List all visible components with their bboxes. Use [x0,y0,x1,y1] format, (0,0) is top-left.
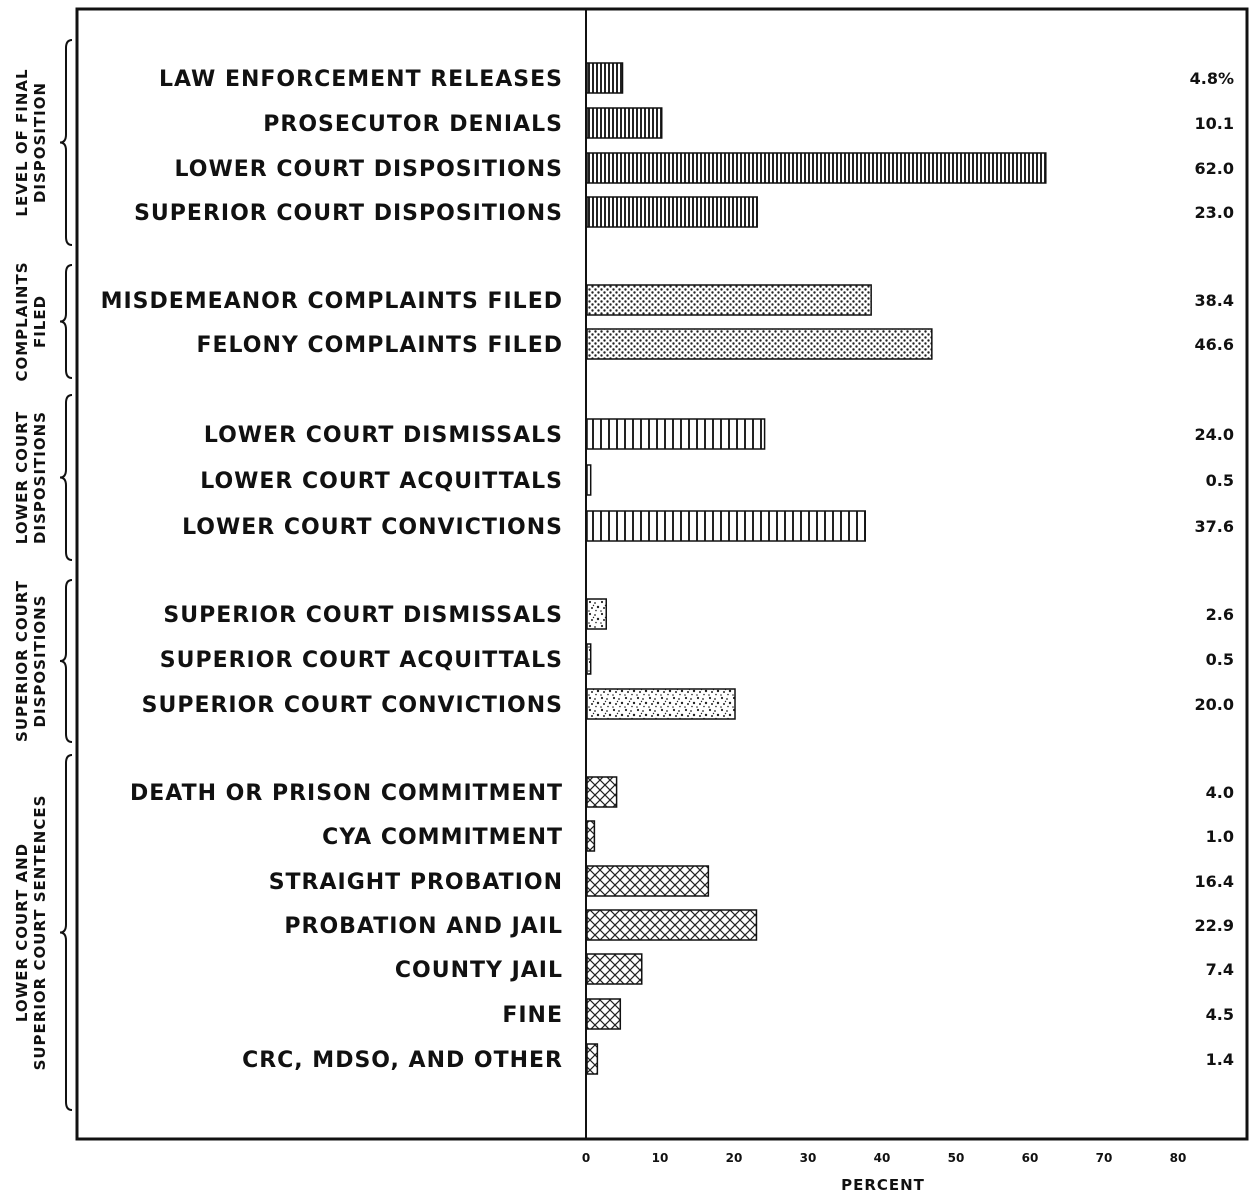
data-label: 1.0 [1206,827,1234,846]
category-label: SUPERIOR COURT ACQUITTALS [160,648,563,673]
bar [586,909,758,941]
bar [586,1043,599,1075]
bar [586,598,607,630]
data-label: 16.4 [1195,872,1234,891]
category-label: SUPERIOR COURT CONVICTIONS [142,693,563,718]
x-tick-label: 30 [800,1151,817,1165]
x-tick-label: 60 [1022,1151,1039,1165]
bar [586,776,618,808]
data-label: 7.4 [1206,960,1234,979]
bar [586,464,592,496]
x-tick-label: 20 [726,1151,743,1165]
bar [586,284,872,316]
category-label: LOWER COURT DISMISSALS [204,423,563,448]
category-label: LOWER COURT DISPOSITIONS [175,157,563,182]
data-label: 0.5 [1206,471,1234,490]
bars-layer [586,62,1047,1075]
bar [586,107,663,139]
bar [586,196,758,228]
bar [586,865,710,897]
category-label: SUPERIOR COURT DISMISSALS [163,603,563,628]
data-label: 46.6 [1195,335,1234,354]
category-label: PROBATION AND JAIL [284,914,563,939]
group-label: DISPOSITIONS [31,595,49,728]
category-label: COUNTY JAIL [395,958,563,983]
category-label: FELONY COMPLAINTS FILED [196,333,563,358]
group-label: FILED [31,295,49,348]
group-labels: LEVEL OF FINAL DISPOSITION COMPLAINTS FILED… [13,39,73,1111]
data-label: 37.6 [1195,517,1234,536]
data-label: 38.4 [1195,291,1234,310]
data-label: 22.9 [1195,916,1234,935]
data-label: 20.0 [1195,695,1234,714]
group-label: COMPLAINTS [13,261,31,381]
group-bracket [59,39,73,246]
x-tick-label: 40 [874,1151,891,1165]
category-label: LAW ENFORCEMENT RELEASES [159,67,563,92]
chart-frame [75,7,1249,1141]
data-label: 2.6 [1206,605,1234,624]
bar [586,998,622,1030]
category-labels: LAW ENFORCEMENT RELEASES PROSECUTOR DENIA… [101,67,563,1073]
x-tick-label: 50 [948,1151,965,1165]
x-tick-label: 70 [1096,1151,1113,1165]
bar [586,953,643,985]
group-label: LOWER COURT [13,411,31,544]
group-bracket [59,264,73,379]
group-label: SUPERIOR COURT SENTENCES [31,795,49,1071]
data-label: 23.0 [1195,203,1234,222]
group-label: LOWER COURT AND [13,843,31,1022]
bar [586,643,592,675]
group-label: SUPERIOR COURT [13,580,31,742]
group-label: LEVEL OF FINAL [13,68,31,216]
bar [586,688,736,720]
data-label: 4.0 [1206,783,1234,802]
x-tick-label: 0 [582,1151,590,1165]
bar [586,510,866,542]
category-label: CYA COMMITMENT [322,825,563,850]
category-label: DEATH OR PRISON COMMITMENT [130,781,563,806]
bar [586,152,1047,184]
x-tick-label: 10 [652,1151,669,1165]
data-label: 1.4 [1206,1050,1234,1069]
group-bracket [59,754,73,1111]
group-bracket [59,394,73,561]
bar [586,418,766,450]
category-label: MISDEMEANOR COMPLAINTS FILED [101,289,563,314]
x-axis-ticks: 0 10 20 30 40 50 60 70 80 [582,1151,1187,1165]
data-label: 0.5 [1206,650,1234,669]
group-label: DISPOSITIONS [31,411,49,544]
data-label: 10.1 [1195,114,1234,133]
data-label: 4.5 [1206,1005,1234,1024]
category-label: STRAIGHT PROBATION [269,870,563,895]
bar [586,328,933,360]
group-label: DISPOSITION [31,82,49,203]
x-axis-title: PERCENT [841,1176,925,1194]
category-label: LOWER COURT CONVICTIONS [182,515,563,540]
data-label: 62.0 [1195,159,1234,178]
x-tick-label: 80 [1170,1151,1187,1165]
category-label: CRC, MDSO, AND OTHER [242,1048,563,1073]
bar [586,820,596,852]
data-label: 24.0 [1195,425,1234,444]
data-label: 4.8% [1190,69,1234,88]
bar [586,62,624,94]
category-label: LOWER COURT ACQUITTALS [200,469,563,494]
category-label: PROSECUTOR DENIALS [263,112,563,137]
group-bracket [59,579,73,743]
category-label: FINE [502,1003,563,1028]
category-label: SUPERIOR COURT DISPOSITIONS [134,201,563,226]
value-labels: 4.8% 10.1 62.0 23.0 38.4 46.6 24.0 0.5 37.6 2.6 0.… [1190,69,1234,1069]
